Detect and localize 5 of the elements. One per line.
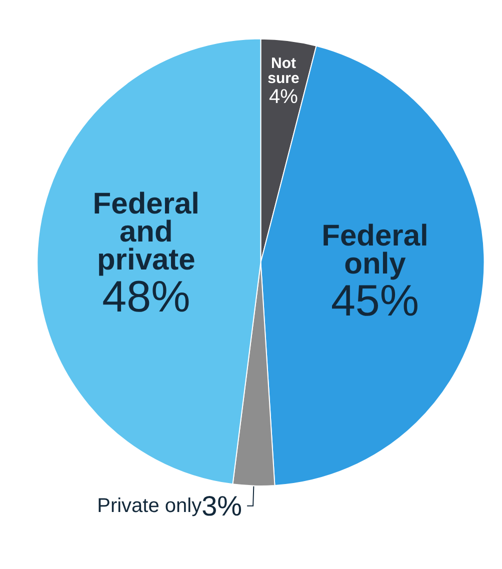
slice-label: Private only xyxy=(97,494,202,517)
slice-label: Not sure xyxy=(268,54,300,87)
slice-label: Federal only xyxy=(322,220,428,281)
data-label: 4% xyxy=(269,86,298,108)
data-label: 3% xyxy=(202,490,242,522)
